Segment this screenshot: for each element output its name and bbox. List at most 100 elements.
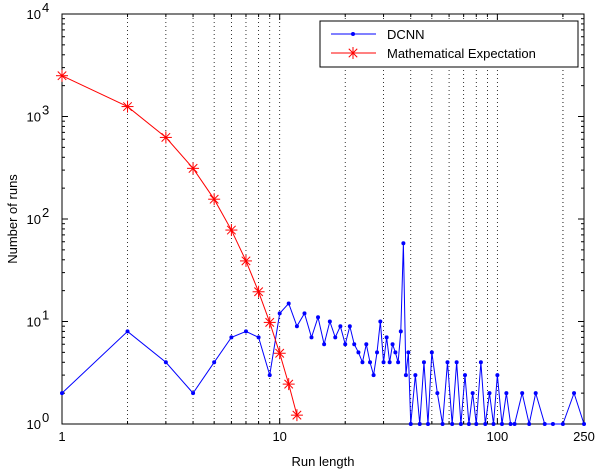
expectation-data-point <box>273 347 286 360</box>
x-axis-label: Run length <box>292 454 355 469</box>
dcnn-data-point <box>309 335 314 340</box>
legend: DCNN Mathematical Expectation <box>319 20 579 68</box>
dcnn-data-point <box>421 360 426 365</box>
expectation-data-point <box>290 409 303 422</box>
dcnn-data-point <box>267 373 272 378</box>
expectation-data-point <box>252 285 265 298</box>
y-tick-exponent: 4 <box>42 0 49 15</box>
dcnn-data-point <box>243 329 248 334</box>
dcnn-data-point <box>429 350 434 355</box>
dcnn-data-point <box>277 311 282 316</box>
dcnn-data-point <box>520 391 525 396</box>
dcnn-data-point <box>375 350 380 355</box>
dcnn-data-point <box>256 335 261 340</box>
x-tick-label: 10 <box>272 429 286 444</box>
expectation-data-point <box>208 193 221 206</box>
dcnn-data-point <box>425 422 430 426</box>
dcnn-data-point <box>413 373 418 378</box>
dcnn-data-point <box>450 422 455 426</box>
dcnn-data-point <box>474 422 479 426</box>
legend-expectation-label: Mathematical Expectation <box>387 46 536 61</box>
dcnn-data-point <box>401 241 406 246</box>
expectation-data-point <box>187 162 200 175</box>
expectation-data-point <box>225 224 238 237</box>
dcnn-data-point <box>368 360 373 365</box>
dcnn-data-point <box>533 391 538 396</box>
dcnn-data-point <box>333 335 338 340</box>
dcnn-data-point <box>560 422 565 426</box>
y-tick-label: 10 <box>27 110 41 125</box>
dcnn-data-point <box>408 422 413 426</box>
dcnn-data-point <box>483 422 488 426</box>
grid-lines <box>127 14 564 424</box>
expectation-data-point <box>282 378 295 391</box>
dcnn-data-point <box>378 319 383 324</box>
dcnn-data-point <box>338 324 343 329</box>
x-tick-label: 1 <box>58 429 65 444</box>
dcnn-data-point <box>212 360 217 365</box>
x-tick-label: 100 <box>487 429 509 444</box>
y-tick-label: 10 <box>27 7 41 22</box>
dcnn-data-point <box>229 335 234 340</box>
dcnn-data-point <box>495 373 500 378</box>
dcnn-series-line <box>61 243 585 425</box>
dcnn-data-point <box>387 360 392 365</box>
y-tick-label: 10 <box>27 315 41 330</box>
y-tick-exponent: 3 <box>42 103 49 118</box>
dcnn-data-point <box>294 324 299 329</box>
dcnn-data-point <box>582 422 586 426</box>
dcnn-data-point <box>302 311 307 316</box>
dcnn-data-point <box>550 422 555 426</box>
dcnn-data-point <box>163 360 168 365</box>
expectation-data-point <box>263 316 276 329</box>
dcnn-data-point <box>435 391 440 396</box>
dcnn-data-point <box>572 391 577 396</box>
dcnn-data-point <box>125 329 130 334</box>
legend-dcnn-marker <box>351 32 355 36</box>
y-tick-exponent: 2 <box>42 205 49 220</box>
dcnn-data-point <box>371 373 376 378</box>
dcnn-data-point <box>384 335 389 340</box>
dcnn-data-point <box>390 342 395 347</box>
expectation-series-line <box>61 75 298 416</box>
dcnn-data-point <box>60 391 64 396</box>
dcnn-data-point <box>445 360 450 365</box>
dcnn-data-point <box>491 422 496 426</box>
legend-dcnn-label: DCNN <box>387 27 425 42</box>
dcnn-data-point <box>508 422 513 426</box>
dcnn-data-point <box>440 422 445 426</box>
y-tick-exponent: 0 <box>42 410 49 425</box>
dcnn-data-point <box>316 315 321 320</box>
dcnn-data-point <box>458 422 463 426</box>
dcnn-data-point <box>398 329 403 334</box>
dcnn-data-point <box>191 391 196 396</box>
expectation-data-point <box>239 254 252 267</box>
expectation-data-point <box>121 100 134 113</box>
dcnn-data-point <box>347 324 352 329</box>
dcnn-data-point <box>512 422 517 426</box>
y-axis-label: Number of runs <box>5 174 20 264</box>
series-layer <box>56 69 586 426</box>
dcnn-data-point <box>403 373 408 378</box>
legend-star-glyph <box>347 47 359 59</box>
dcnn-data-point <box>504 391 509 396</box>
dcnn-data-point <box>343 342 348 347</box>
dcnn-data-point <box>406 350 411 355</box>
x-tick-label: 250 <box>573 429 595 444</box>
dcnn-data-point <box>478 360 483 365</box>
dcnn-data-point <box>381 360 386 365</box>
dcnn-data-point <box>356 350 361 355</box>
dcnn-data-point <box>454 360 459 365</box>
plot-frame <box>61 13 585 425</box>
dcnn-data-point <box>487 391 492 396</box>
dcnn-data-point <box>396 360 401 365</box>
y-tick-label: 10 <box>27 212 41 227</box>
dcnn-data-point <box>466 422 471 426</box>
dcnn-data-point <box>360 360 365 365</box>
dcnn-data-point <box>352 342 357 347</box>
dcnn-data-point <box>364 342 369 347</box>
dcnn-data-point <box>286 301 291 306</box>
dcnn-data-point <box>527 422 532 426</box>
